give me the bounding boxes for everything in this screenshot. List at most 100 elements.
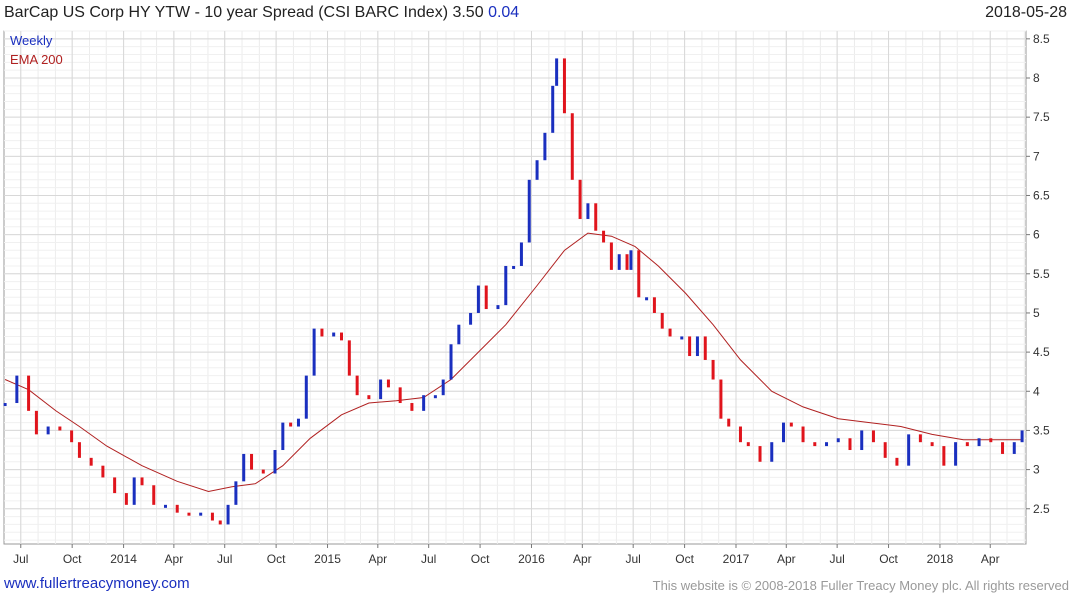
weekly-up-bar (954, 442, 958, 466)
weekly-up-bar (281, 422, 285, 451)
y-axis-ticks: 2.5 3 3.5 4 4.5 5 5.5 6 6.5 7 7.5 8 8.5 (1026, 32, 1050, 516)
weekly-down-bar (930, 442, 934, 447)
footer-website-link[interactable]: www.fullertreacymoney.com (4, 575, 190, 592)
weekly-down-bar (789, 422, 793, 427)
weekly-up-bar (496, 305, 500, 310)
weekly-down-bar (152, 485, 156, 505)
weekly-up-bar (680, 336, 684, 340)
x-tick-label: 2017 (723, 552, 750, 566)
weekly-up-bar (199, 512, 203, 516)
x-tick-label: Oct (471, 552, 490, 566)
weekly-down-bar (883, 442, 887, 458)
weekly-down-bar (347, 340, 351, 376)
grid-lines (4, 30, 1026, 544)
weekly-up-bar (543, 132, 547, 161)
y-tick-label: 2.5 (1033, 502, 1050, 516)
chart-date: 2018-05-28 (985, 4, 1067, 21)
x-tick-label: Oct (63, 552, 82, 566)
weekly-up-bar (825, 442, 829, 447)
weekly-down-bar (652, 297, 656, 313)
weekly-up-bar (629, 250, 633, 270)
weekly-down-bar (813, 442, 817, 447)
legend-ema: EMA 200 (10, 52, 63, 67)
weekly-up-bar (163, 504, 167, 508)
weekly-up-bar (3, 403, 7, 407)
weekly-down-bar (250, 453, 254, 470)
y-tick-label: 8 (1033, 71, 1040, 85)
weekly-up-bar (433, 395, 437, 399)
x-tick-label: Jul (421, 552, 436, 566)
x-tick-label: Apr (573, 552, 592, 566)
x-tick-label: Apr (981, 552, 1000, 566)
x-axis-ticks: Jul Oct 2014 Apr Jul Oct 2015 Apr Jul Oct 2016 Apr J… (13, 544, 1000, 566)
weekly-up-bar (551, 85, 555, 133)
x-tick-label: Apr (777, 552, 796, 566)
weekly-down-bar (942, 446, 946, 466)
y-tick-label: 3 (1033, 463, 1040, 477)
plot-border (3, 30, 1027, 545)
x-tick-label: Apr (165, 552, 184, 566)
weekly-up-bar (586, 203, 590, 219)
weekly-down-bar (609, 242, 613, 270)
x-tick-label: Jul (13, 552, 28, 566)
weekly-down-bar (140, 477, 144, 486)
weekly-down-bar (594, 203, 598, 231)
chart-title: BarCap US Corp HY YTW - 10 year Spread (… (4, 4, 519, 22)
weekly-down-bar (965, 442, 969, 447)
weekly-down-bar (918, 434, 922, 443)
weekly-up-bar (527, 179, 531, 243)
weekly-up-bar (860, 430, 864, 451)
weekly-down-bar (289, 422, 293, 427)
weekly-up-bar (132, 477, 136, 505)
weekly-up-bar (504, 265, 508, 306)
ema-200-line (4, 232, 1023, 493)
weekly-down-bar (871, 430, 875, 443)
weekly-down-bar (660, 312, 664, 329)
weekly-down-bar (320, 328, 324, 337)
weekly-down-bar (70, 430, 74, 443)
weekly-down-bar (602, 230, 606, 243)
weekly-up-bar (1020, 430, 1024, 443)
weekly-down-bar (668, 328, 672, 337)
weekly-bars-series (3, 58, 1024, 525)
weekly-up-bar (645, 297, 649, 301)
weekly-down-bar (113, 477, 117, 494)
weekly-up-bar (296, 418, 300, 427)
weekly-up-bar (469, 312, 473, 325)
weekly-down-bar (218, 520, 222, 525)
y-tick-label: 6.5 (1033, 188, 1050, 202)
weekly-down-bar (410, 403, 414, 411)
weekly-down-bar (578, 179, 582, 219)
x-tick-label: 2016 (518, 552, 545, 566)
weekly-down-bar (484, 285, 488, 310)
weekly-down-bar (688, 336, 692, 357)
x-tick-label: Oct (675, 552, 694, 566)
weekly-down-bar (719, 379, 723, 419)
weekly-up-bar (1012, 442, 1016, 454)
weekly-down-bar (77, 442, 81, 458)
weekly-up-bar (617, 254, 621, 270)
x-tick-label: 2018 (927, 552, 954, 566)
weekly-up-bar (304, 375, 308, 419)
weekly-down-bar (758, 446, 762, 462)
footer-copyright: This website is © 2008-2018 Fuller Treac… (652, 578, 1069, 593)
weekly-down-bar (746, 442, 750, 447)
weekly-down-bar (175, 504, 179, 513)
weekly-up-bar (977, 438, 981, 447)
weekly-down-bar (34, 410, 38, 435)
weekly-up-bar (535, 160, 539, 180)
y-tick-label: 6 (1033, 228, 1040, 242)
weekly-down-bar (1001, 442, 1005, 454)
y-tick-label: 3.5 (1033, 423, 1050, 437)
weekly-down-bar (89, 457, 93, 466)
weekly-down-bar (848, 438, 852, 451)
weekly-up-bar (907, 434, 911, 466)
weekly-down-bar (562, 58, 566, 114)
legend-weekly: Weekly (10, 33, 53, 48)
weekly-down-bar (101, 465, 105, 478)
weekly-up-bar (379, 379, 383, 400)
weekly-up-bar (242, 453, 246, 482)
weekly-up-bar (46, 426, 50, 435)
weekly-up-bar (312, 328, 316, 376)
